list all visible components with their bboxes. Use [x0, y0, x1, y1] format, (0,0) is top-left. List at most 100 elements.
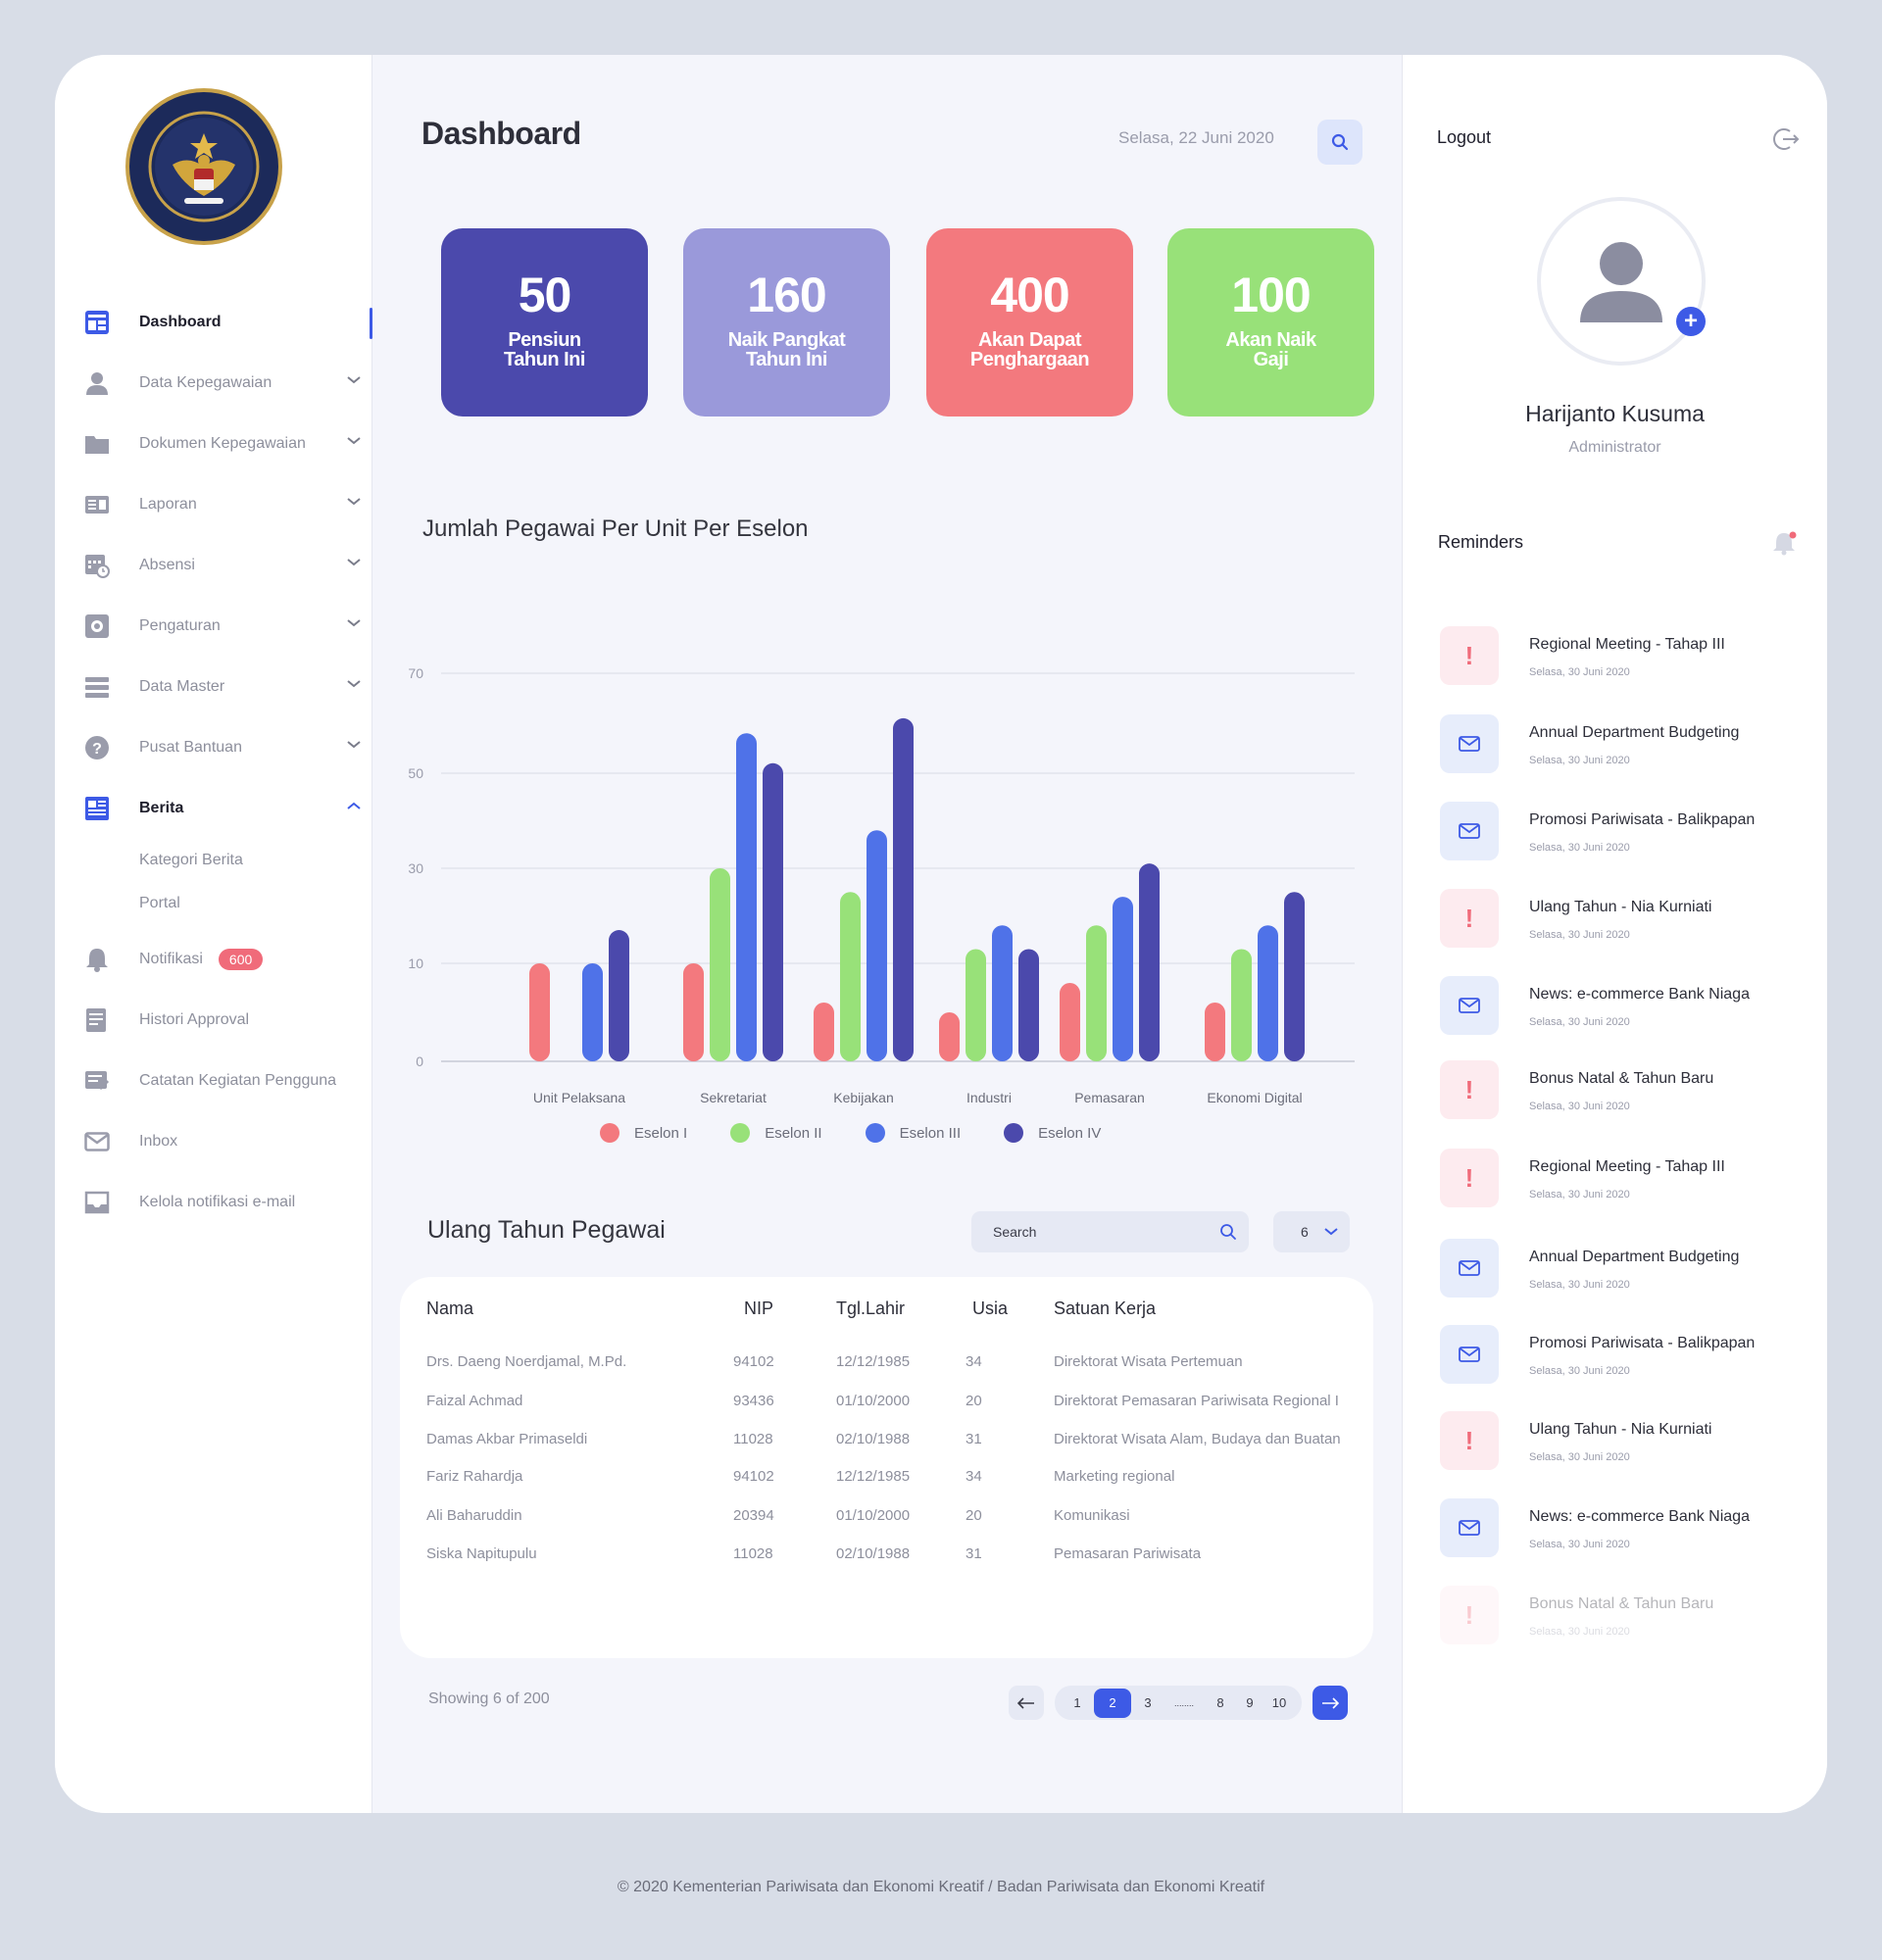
y-tick-label: 0: [416, 1054, 423, 1069]
sidebar-item-label: Inbox: [139, 1133, 178, 1150]
reminder-item[interactable]: News: e-commerce Bank Niaga Selasa, 30 Ju…: [1440, 1498, 1812, 1569]
svg-text:?: ?: [92, 741, 102, 758]
sidebar-item-inbox[interactable]: Inbox: [55, 1111, 372, 1172]
table-row[interactable]: Ali Baharuddin 20394 01/10/2000 20 Komunikas…: [400, 1495, 1373, 1535]
reminder-item[interactable]: ! Bonus Natal & Tahun Baru Selasa, 30 Juni…: [1440, 1060, 1812, 1131]
stat-card-naik-gaji[interactable]: 100 Akan Naik Gaji: [1167, 228, 1374, 416]
reminder-item[interactable]: Promosi Pariwisata - Balikpapan Selasa, 3…: [1440, 1325, 1812, 1396]
logout-link[interactable]: Logout: [1437, 127, 1492, 147]
reminder-item[interactable]: ! Regional Meeting - Tahap III Selasa, 30 …: [1440, 1149, 1812, 1219]
table-cell: 01/10/2000: [836, 1393, 911, 1409]
table-row[interactable]: Faizal Achmad 93436 01/10/2000 20 Direktorat…: [400, 1381, 1373, 1420]
chevron-down-icon: [347, 498, 361, 506]
table-cell: Marketing regional: [1054, 1468, 1175, 1485]
alert-icon: !: [1440, 626, 1499, 685]
sidebar-item-histori-approval[interactable]: Histori Approval: [55, 990, 372, 1051]
table-row[interactable]: Drs. Daeng Noerdjamal, M.Pd. 94102 12/12/1…: [400, 1342, 1373, 1381]
add-photo-button[interactable]: +: [1676, 307, 1706, 336]
mail-icon: [1440, 1325, 1499, 1384]
sidebar-item-label: Dokumen Kepegawaian: [139, 435, 306, 452]
logout-icon[interactable]: [1772, 125, 1800, 153]
legend-swatch: [730, 1123, 751, 1143]
avatar: [1537, 197, 1706, 366]
search-icon: [1220, 1224, 1236, 1240]
stat-value: 400: [990, 268, 1069, 322]
column-header: Satuan Kerja: [1054, 1298, 1157, 1318]
table-row[interactable]: Damas Akbar Primaseldi 11028 02/10/1988 31 D…: [400, 1419, 1373, 1458]
table-row[interactable]: Siska Napitupulu 11028 02/10/1988 31 Pemasar…: [400, 1534, 1373, 1573]
legend-item[interactable]: Eselon IV: [1004, 1123, 1101, 1143]
legend-item[interactable]: Eselon I: [600, 1123, 687, 1143]
reminder-item[interactable]: Annual Department Budgeting Selasa, 30 Ju…: [1440, 714, 1812, 785]
legend-item[interactable]: Eselon III: [865, 1123, 961, 1143]
table-cell: Fariz Rahardja: [426, 1468, 523, 1485]
stat-card-naik-pangkat[interactable]: 160 Naik Pangkat Tahun Ini: [683, 228, 890, 416]
sidebar-item-dokumen-kepegawaian[interactable]: Dokumen Kepegawaian: [55, 414, 372, 474]
page-number[interactable]: 9: [1246, 1694, 1254, 1710]
sidebar-item-label: Kelola notifikasi e-mail: [139, 1194, 296, 1210]
search-icon: [1331, 133, 1349, 151]
reminder-item[interactable]: ! Ulang Tahun - Nia Kurniati Selasa, 30 Ju…: [1440, 889, 1812, 959]
mail-icon: [1440, 714, 1499, 773]
current-date: Selasa, 22 Juni 2020: [1118, 128, 1274, 147]
sidebar-item-kelola-notifikasi[interactable]: Kelola notifikasi e-mail: [55, 1172, 372, 1233]
prev-page-button[interactable]: [1009, 1686, 1044, 1720]
table-row[interactable]: Fariz Rahardja 94102 12/12/1985 34 Marketing…: [400, 1456, 1373, 1495]
sidebar-item-absensi[interactable]: Absensi: [55, 535, 372, 596]
notification-count-badge: 600: [218, 949, 264, 970]
page-number[interactable]: 3: [1144, 1694, 1152, 1710]
sidebar-item-label: Pusat Bantuan: [139, 739, 242, 756]
sidebar-item-berita[interactable]: Berita: [55, 778, 372, 839]
sidebar-item-catatan-kegiatan[interactable]: Catatan Kegiatan Pengguna: [55, 1051, 372, 1111]
bar-eselon-iv: [1018, 949, 1039, 1061]
page-size-select[interactable]: 6: [1273, 1211, 1350, 1252]
page-size-value: 6: [1301, 1224, 1309, 1240]
table-cell: Drs. Daeng Noerdjamal, M.Pd.: [426, 1353, 627, 1370]
reminder-item[interactable]: ! Regional Meeting - Tahap III Selasa, 30 …: [1440, 626, 1812, 697]
sidebar-item-data-kepegawaian[interactable]: Data Kepegawaian: [55, 353, 372, 414]
sidebar-subitem-portal[interactable]: Portal: [139, 895, 180, 911]
stat-card-penghargaan[interactable]: 400 Akan Dapat Penghargaan: [926, 228, 1133, 416]
stat-card-pensiun[interactable]: 50 Pensiun Tahun Ini: [441, 228, 648, 416]
table-cell: Direktorat Wisata Alam, Budaya dan Buata…: [1054, 1431, 1341, 1447]
birthday-table: Nama NIP Tgl.Lahir Usia Satuan Kerja Drs…: [400, 1277, 1373, 1658]
chevron-down-icon: [347, 741, 361, 749]
page-number[interactable]: 8: [1216, 1694, 1224, 1710]
reminder-title: News: e-commerce Bank Niaga: [1529, 1508, 1750, 1525]
reminder-item[interactable]: Annual Department Budgeting Selasa, 30 Ju…: [1440, 1239, 1812, 1309]
sidebar-item-pusat-bantuan[interactable]: ? Pusat Bantuan: [55, 717, 372, 778]
reminder-title: Annual Department Budgeting: [1529, 724, 1740, 741]
reminder-title: Regional Meeting - Tahap III: [1529, 1158, 1725, 1175]
chevron-down-icon: [347, 559, 361, 566]
table-cell: 11028: [733, 1545, 773, 1562]
table-search-input[interactable]: Search: [971, 1211, 1249, 1252]
reminder-date: Selasa, 30 Juni 2020: [1529, 842, 1630, 854]
alert-icon: !: [1440, 1586, 1499, 1644]
history-icon: [83, 1006, 111, 1034]
sidebar-subitem-kategori-berita[interactable]: Kategori Berita: [139, 852, 243, 868]
bell-icon[interactable]: [1772, 530, 1798, 556]
y-tick-label: 30: [408, 860, 423, 876]
sidebar-item-notifikasi[interactable]: Notifikasi 600: [55, 929, 372, 990]
reminder-item[interactable]: Promosi Pariwisata - Balikpapan Selasa, 3…: [1440, 802, 1812, 872]
logo-emblem: [125, 88, 282, 245]
sidebar-item-dashboard[interactable]: Dashboard: [55, 292, 372, 353]
next-page-button[interactable]: [1312, 1686, 1348, 1720]
bar-eselon-i: [1205, 1003, 1225, 1061]
help-icon: ?: [83, 734, 111, 761]
page-number[interactable]: 2: [1094, 1688, 1131, 1718]
page-number[interactable]: 10: [1271, 1694, 1287, 1710]
sidebar-item-laporan[interactable]: Laporan: [55, 474, 372, 535]
page-number[interactable]: 1: [1073, 1694, 1081, 1710]
table-cell: Direktorat Pemasaran Pariwisata Regional…: [1054, 1393, 1339, 1409]
reminder-date: Selasa, 30 Juni 2020: [1529, 1539, 1630, 1550]
reminder-item[interactable]: ! Bonus Natal & Tahun Baru Selasa, 30 Juni…: [1440, 1586, 1812, 1656]
legend-item[interactable]: Eselon II: [730, 1123, 822, 1143]
sidebar-item-data-master[interactable]: Data Master: [55, 657, 372, 717]
search-button[interactable]: [1317, 120, 1362, 165]
sidebar-item-pengaturan[interactable]: Pengaturan: [55, 596, 372, 657]
page-title: Dashboard: [421, 116, 581, 151]
reminder-item[interactable]: ! Ulang Tahun - Nia Kurniati Selasa, 30 Ju…: [1440, 1411, 1812, 1482]
reminder-item[interactable]: News: e-commerce Bank Niaga Selasa, 30 Ju…: [1440, 976, 1812, 1047]
reminder-date: Selasa, 30 Juni 2020: [1529, 1365, 1630, 1377]
